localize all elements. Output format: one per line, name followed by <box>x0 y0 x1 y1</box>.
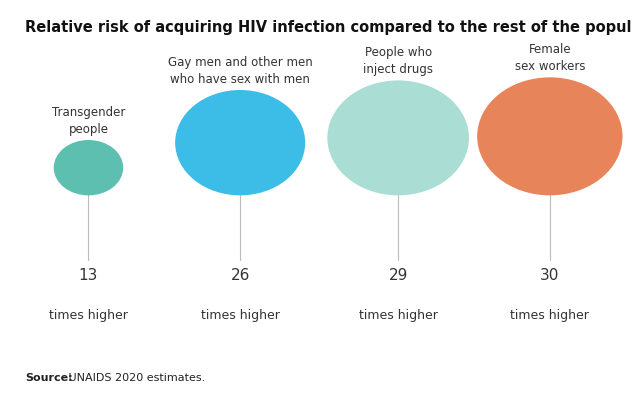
Text: Transgender
people: Transgender people <box>52 106 125 136</box>
Text: 13: 13 <box>79 268 98 283</box>
Text: times higher: times higher <box>359 309 437 322</box>
Text: Gay men and other men
who have sex with men: Gay men and other men who have sex with … <box>167 56 313 86</box>
Ellipse shape <box>175 90 305 195</box>
Text: 30: 30 <box>540 268 559 283</box>
Text: 26: 26 <box>231 268 250 283</box>
Ellipse shape <box>54 140 123 195</box>
Text: People who
inject drugs: People who inject drugs <box>363 46 433 77</box>
Text: Female
sex workers: Female sex workers <box>514 43 585 73</box>
Text: Relative risk of acquiring HIV infection compared to the rest of the population,: Relative risk of acquiring HIV infection… <box>25 20 632 35</box>
Ellipse shape <box>327 81 469 195</box>
Text: times higher: times higher <box>201 309 279 322</box>
Text: 29: 29 <box>389 268 408 283</box>
Text: UNAIDS 2020 estimates.: UNAIDS 2020 estimates. <box>65 372 205 383</box>
Text: times higher: times higher <box>49 309 128 322</box>
Ellipse shape <box>477 77 623 195</box>
Text: Source:: Source: <box>25 372 73 383</box>
Text: times higher: times higher <box>511 309 589 322</box>
